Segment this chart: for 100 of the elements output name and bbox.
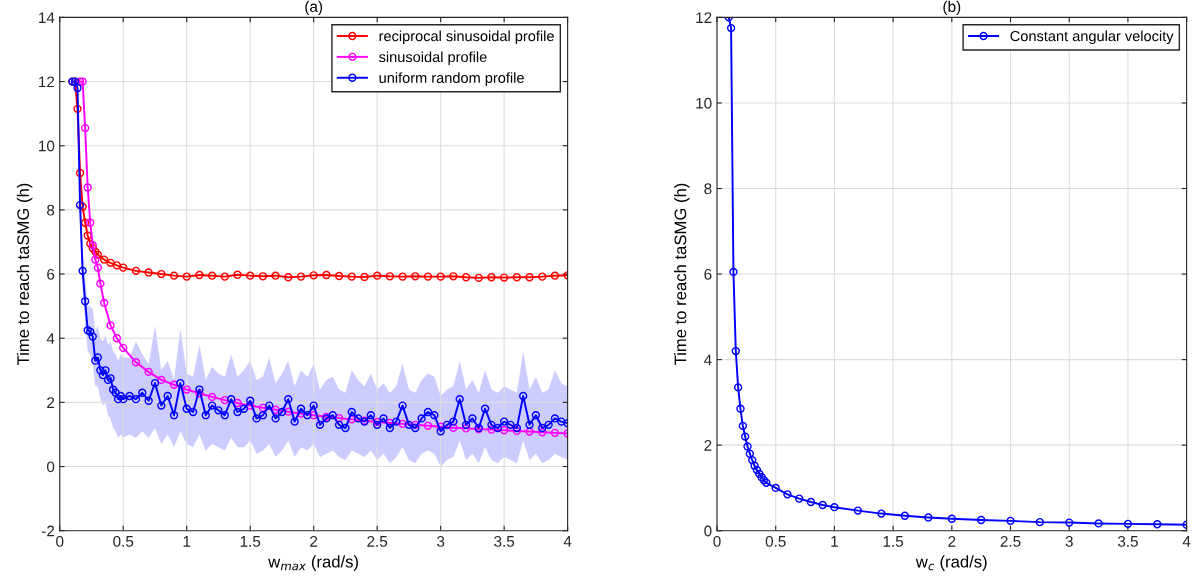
point [91,247,100,256]
point [207,271,217,280]
point [112,261,122,270]
point [169,271,179,280]
point [729,267,738,277]
point [733,383,743,392]
x-tick-label: 2 [310,535,318,547]
point [73,104,82,113]
point [284,407,293,416]
point [550,271,560,280]
point [759,476,769,485]
point [795,494,804,503]
point [411,272,420,281]
y-tick-label: 14 [39,12,55,23]
point [144,268,153,277]
point [818,500,827,510]
point [745,449,755,458]
point [538,428,547,437]
point [449,272,458,281]
y-tick-label: 12 [696,12,712,23]
point [100,255,109,264]
legend-label: uniform random profile [379,72,524,86]
point [83,231,92,240]
point [461,273,471,282]
y-tick-label: 2 [704,440,712,451]
point [220,395,229,405]
point [284,273,293,282]
point [1123,519,1133,529]
point [750,461,759,470]
point [830,503,839,512]
point [398,272,407,281]
x-tick-label: 0.5 [113,535,134,547]
point [741,432,750,441]
x-tick-label: 3 [436,535,445,547]
point [246,271,255,280]
point [80,123,90,133]
point [1065,518,1074,527]
point [499,426,509,435]
y-tick-label: 0 [704,525,712,537]
point [296,272,306,281]
y-tick-label: 12 [39,76,55,88]
legend-label: Constant angular velocity [1010,30,1174,45]
point [853,506,863,515]
point [93,263,103,272]
y-axis-title: Time to reach taSMG (h) [16,183,33,366]
point [423,272,433,281]
legend-label: reciprocal sinusoidal profile [379,30,554,45]
point [80,218,90,227]
point [86,218,95,227]
y-tick-label: 10 [696,97,712,109]
point [271,271,280,280]
x-axis-title: w$_{c}$ (rad/s) [915,555,987,571]
x-tick-label: 4 [563,536,572,547]
x-tick-label: 3.5 [1117,535,1138,547]
x-tick-label: 0 [56,535,64,547]
point [195,270,204,280]
point [91,255,100,264]
point [806,497,816,507]
point [75,77,85,86]
y-tick-label: 8 [47,204,55,216]
point [78,77,87,86]
chart-title: (a) [305,0,323,16]
point [169,380,179,389]
point [220,272,229,281]
point [757,473,766,482]
point [726,23,736,33]
y-tick-label: 0 [46,461,55,473]
point [436,272,445,281]
point [360,272,369,282]
point [96,279,105,288]
point [461,424,471,433]
point [106,258,115,267]
point [1006,516,1015,526]
point [398,419,407,429]
x-axis-title: w$_{max}$ (rad/s) [268,555,359,571]
point [83,183,92,192]
point [755,469,764,478]
point [258,403,268,412]
point [309,271,318,280]
y-tick-label: 4 [46,333,55,344]
point [373,271,382,280]
point [144,367,153,377]
point [347,272,356,281]
point [731,346,740,356]
point [322,270,331,280]
y-tick-label: 6 [47,268,55,280]
point [762,478,771,487]
point [182,272,191,281]
point [334,413,344,423]
point [271,405,280,414]
point [1094,519,1103,528]
point [334,271,344,281]
y-tick-label: 4 [703,354,712,366]
point [743,442,752,451]
point [977,515,986,525]
point [423,421,433,430]
point [112,334,122,343]
point [106,321,115,330]
y-tick-label: 6 [704,268,712,280]
point [233,398,242,408]
